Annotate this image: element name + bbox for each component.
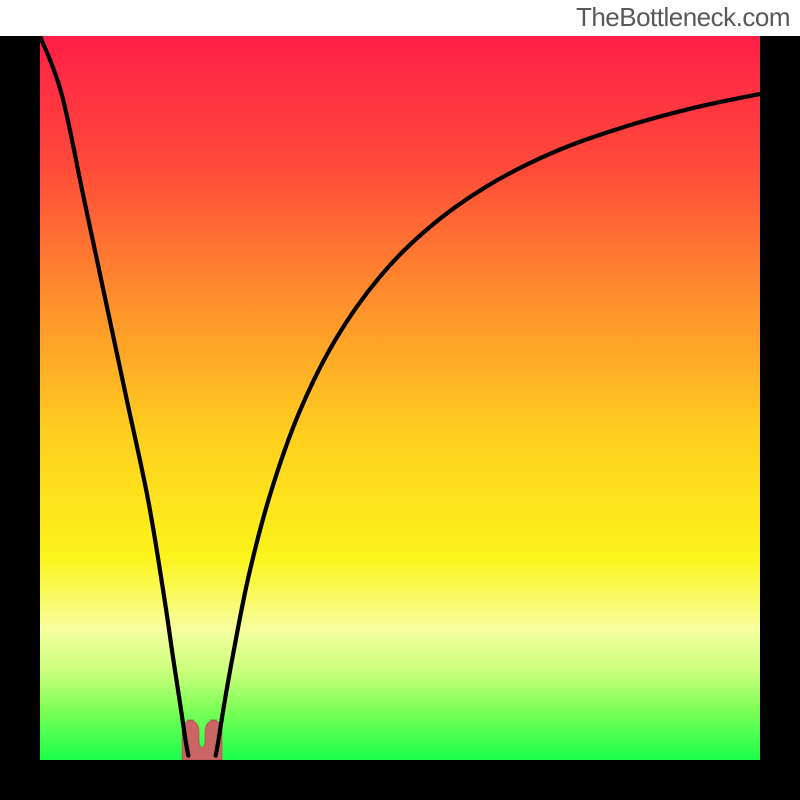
canvas: TheBottleneck.com [0,0,800,800]
watermark-text: TheBottleneck.com [576,2,790,33]
chart-plot-area [40,36,760,760]
curve-right-branch [216,94,760,756]
chart-svg [40,36,760,760]
curve-left-branch [40,36,188,756]
